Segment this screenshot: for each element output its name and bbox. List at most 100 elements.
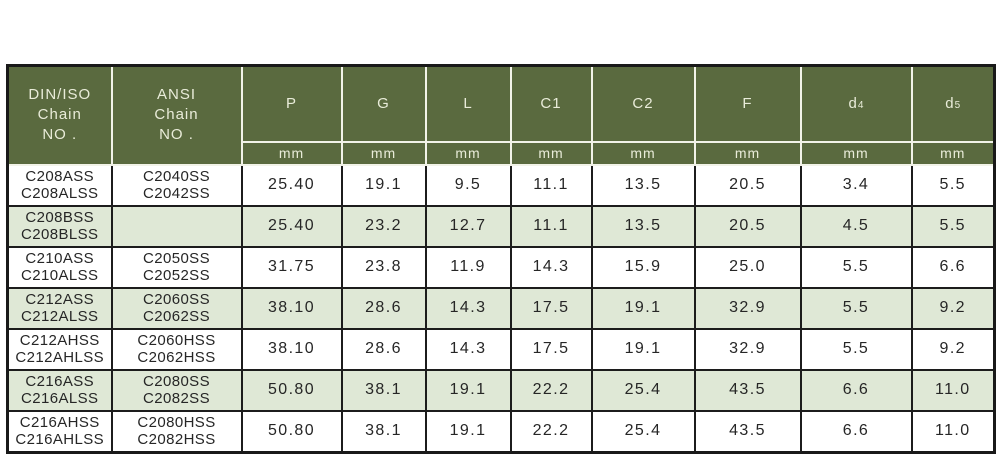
chain-no: C208ASS (25, 168, 95, 185)
value-cell-c2: 13.5 (590, 163, 696, 207)
value-cell-l: 14.3 (424, 327, 512, 371)
value-cell-c2: 15.9 (590, 245, 696, 289)
table-row: C208ASS C208ALSS C2040SS C2042SS 25.40 19.… (6, 163, 996, 207)
value-cell-d4: 5.5 (799, 245, 913, 289)
value-cell-d5: 9.2 (910, 327, 996, 371)
value-cell-c1: 22.2 (509, 409, 593, 453)
header-line: DIN/ISO (28, 86, 92, 104)
value-cell-l: 19.1 (424, 409, 512, 453)
value-cell-d5: 6.6 (910, 245, 996, 289)
dim-label: L (463, 95, 473, 113)
value-cell-d5: 9.2 (910, 286, 996, 330)
dim-label: G (377, 95, 390, 113)
value-cell-g: 23.8 (340, 245, 427, 289)
value-cell-c2: 25.4 (590, 368, 696, 412)
col-header-ansi-chain-no: ANSI Chain NO . (110, 64, 243, 166)
ansi-cell: C2050SS C2052SS (110, 245, 243, 289)
chain-no: C216ALSS (21, 390, 99, 407)
dim-label: F (742, 95, 753, 113)
chain-no: C2082HSS (137, 431, 216, 448)
unit-mm: mm (240, 140, 343, 166)
header-line: NO . (159, 126, 194, 144)
value-cell-f: 32.9 (693, 286, 802, 330)
dim-label: d (848, 95, 858, 113)
ansi-cell (110, 204, 243, 248)
value-cell-p: 50.80 (240, 409, 343, 453)
table-row: C210ASS C210ALSS C2050SS C2052SS 31.75 23.… (6, 245, 996, 289)
ansi-cell: C2080HSS C2082HSS (110, 409, 243, 453)
value-cell-g: 23.2 (340, 204, 427, 248)
unit-mm: mm (590, 140, 696, 166)
chain-no: C208BSS (25, 209, 95, 226)
value-cell-c2: 19.1 (590, 286, 696, 330)
chain-no: C212ALSS (21, 308, 99, 325)
dim-sub: 4 (857, 100, 864, 112)
table-row: C216ASS C216ALSS C2080SS C2082SS 50.80 38.… (6, 368, 996, 412)
value-cell-f: 25.0 (693, 245, 802, 289)
value-cell-d5: 5.5 (910, 204, 996, 248)
chain-no: C2040SS (142, 168, 210, 185)
din-cell: C212ASS C212ALSS (6, 286, 113, 330)
col-header-din-iso-chain-no: DIN/ISO Chain NO . (6, 64, 113, 166)
ansi-cell: C2060SS C2062SS (110, 286, 243, 330)
col-header-p: P (240, 64, 343, 143)
chain-no: C212ASS (25, 291, 95, 308)
value-cell-c2: 25.4 (590, 409, 696, 453)
din-cell: C216ASS C216ALSS (6, 368, 113, 412)
chain-no: C216ASS (25, 373, 95, 390)
chain-spec-table: DIN/ISO Chain NO . ANSI Chain NO . P G L… (6, 64, 996, 454)
col-header-d5: d5 (910, 64, 996, 143)
chain-no: C212AHLSS (15, 349, 105, 366)
chain-no: C2052SS (142, 267, 210, 284)
unit-mm: mm (799, 140, 913, 166)
chain-no: C2080HSS (137, 414, 216, 431)
ansi-cell: C2040SS C2042SS (110, 163, 243, 207)
dim-label: C2 (632, 95, 654, 113)
table-body: C208ASS C208ALSS C2040SS C2042SS 25.40 19.… (6, 163, 996, 453)
value-cell-g: 38.1 (340, 368, 427, 412)
value-cell-d4: 6.6 (799, 409, 913, 453)
value-cell-c2: 13.5 (590, 204, 696, 248)
table-row: C208BSS C208BLSS 25.40 23.2 12.7 11.1 13.… (6, 204, 996, 248)
value-cell-f: 43.5 (693, 368, 802, 412)
ansi-cell: C2080SS C2082SS (110, 368, 243, 412)
header-line: Chain (154, 106, 199, 124)
value-cell-l: 11.9 (424, 245, 512, 289)
value-cell-p: 38.10 (240, 286, 343, 330)
din-cell: C208ASS C208ALSS (6, 163, 113, 207)
din-cell: C216AHSS C216AHLSS (6, 409, 113, 453)
value-cell-g: 38.1 (340, 409, 427, 453)
unit-mm: mm (340, 140, 427, 166)
value-cell-d5: 11.0 (910, 368, 996, 412)
value-cell-c2: 19.1 (590, 327, 696, 371)
col-header-f: F (693, 64, 802, 143)
chain-no: C2062SS (142, 308, 210, 325)
value-cell-d4: 4.5 (799, 204, 913, 248)
value-cell-p: 25.40 (240, 204, 343, 248)
unit-mm: mm (910, 140, 996, 166)
value-cell-c1: 17.5 (509, 286, 593, 330)
chain-no: C2060SS (142, 291, 210, 308)
value-cell-f: 20.5 (693, 204, 802, 248)
chain-no: C208ALSS (21, 185, 99, 202)
dim-label: C1 (540, 95, 562, 113)
col-header-c2: C2 (590, 64, 696, 143)
chain-no: C2050SS (142, 250, 210, 267)
dim-sub: 5 (954, 100, 961, 112)
table-row: C212AHSS C212AHLSS C2060HSS C2062HSS 38.10… (6, 327, 996, 371)
dim-label: P (285, 95, 297, 113)
value-cell-p: 31.75 (240, 245, 343, 289)
value-cell-f: 43.5 (693, 409, 802, 453)
value-cell-g: 28.6 (340, 327, 427, 371)
value-cell-c1: 11.1 (509, 163, 593, 207)
value-cell-c1: 22.2 (509, 368, 593, 412)
col-header-l: L (424, 64, 512, 143)
value-cell-c1: 17.5 (509, 327, 593, 371)
chain-no: C2080SS (142, 373, 210, 390)
header-unit-row: mm mm mm mm mm mm mm mm (8, 140, 996, 166)
din-cell: C208BSS C208BLSS (6, 204, 113, 248)
value-cell-g: 19.1 (340, 163, 427, 207)
table-row: C212ASS C212ALSS C2060SS C2062SS 38.10 28.… (6, 286, 996, 330)
value-cell-c1: 14.3 (509, 245, 593, 289)
chain-no: C2060HSS (137, 332, 216, 349)
